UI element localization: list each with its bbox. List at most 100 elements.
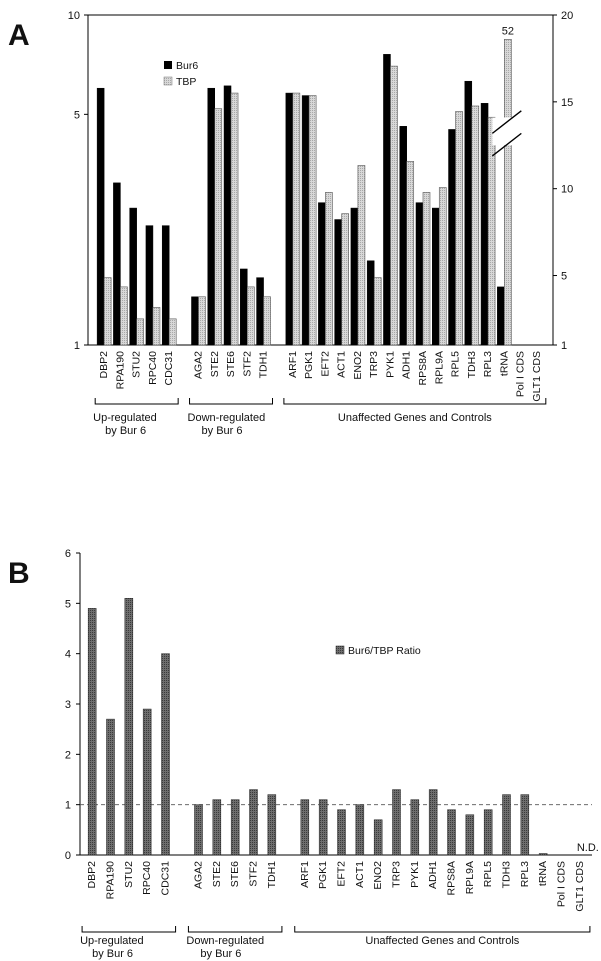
axis-break-mark xyxy=(491,110,522,134)
category-label: ENO2 xyxy=(372,861,384,890)
group-label-line1: Unaffected Genes and Controls xyxy=(338,412,492,424)
bar-bur6-RPL5 xyxy=(448,129,456,346)
group-bracket xyxy=(187,926,283,933)
bar-tbp-ARF1 xyxy=(292,92,301,346)
bar-ratio-DBP2 xyxy=(87,608,97,856)
y-tick-label-left: 1 xyxy=(74,340,80,352)
legend-label-ratio: Bur6/TBP Ratio xyxy=(348,645,421,657)
y-tick-label: 6 xyxy=(65,548,71,560)
bar-tbp-STU2 xyxy=(136,318,144,346)
bar-bur6-ACT1 xyxy=(334,219,342,346)
group-bracket xyxy=(189,398,274,405)
bar-tbp-TRP3 xyxy=(373,277,382,346)
category-label: GLT1 CDS xyxy=(574,861,586,912)
bar-ratio-TRP3 xyxy=(392,789,401,856)
bar-tbp-TDH1 xyxy=(263,296,271,346)
y-tick-label: 2 xyxy=(65,749,71,761)
bar-tbp-tRNA-broken xyxy=(504,39,512,346)
bar-bur6-tRNA xyxy=(497,286,505,346)
bar-bur6-AGA2 xyxy=(191,296,199,346)
bar-tbp-DBP2 xyxy=(103,277,112,346)
category-label: CDC31 xyxy=(160,861,172,896)
group-label-line1: Down-regulated xyxy=(188,412,266,424)
y-tick-label: 0 xyxy=(65,850,71,862)
y-tick-label-right: 1 xyxy=(561,340,567,352)
bar-bur6-RPS8A xyxy=(415,202,424,346)
y-tick-label: 1 xyxy=(65,800,71,812)
bar-tbp-CDC31 xyxy=(168,318,177,346)
y-tick-label: 5 xyxy=(65,598,71,610)
bar-ratio-TDH1 xyxy=(267,794,277,856)
category-label: ENO2 xyxy=(352,351,364,380)
category-label: TDH1 xyxy=(258,351,270,379)
bar-ratio-RPS8A xyxy=(447,809,456,856)
category-label: Pol I CDS xyxy=(515,351,527,397)
bar-tbp-TDH3 xyxy=(471,105,480,346)
group-bracket xyxy=(81,926,177,933)
group-label-line1: Down-regulated xyxy=(186,935,264,947)
y-tick-label: 4 xyxy=(65,649,71,661)
chart-b: 0 1 2 3 4 5 6 DBP2 RPA190 STU2 RPC40 CDC31 AGA2 STE2 S… xyxy=(65,548,599,960)
category-label: GLT1 CDS xyxy=(531,351,543,402)
category-label: PGK1 xyxy=(317,861,329,889)
bar-ratio-AGA2 xyxy=(194,804,203,856)
category-label: TRP3 xyxy=(391,861,403,888)
bar-ratio-ADH1 xyxy=(428,789,438,856)
bar-ratio-STU2 xyxy=(124,598,134,856)
bar-tbp-RPS8A xyxy=(422,192,431,346)
bar-ratio-RPA190 xyxy=(106,718,115,856)
bar-bur6-STE2 xyxy=(207,87,216,346)
category-label: TDH3 xyxy=(466,351,478,379)
legend-swatch-tbp xyxy=(163,76,173,86)
bar-ratio-ACT1 xyxy=(355,804,365,856)
category-label: DBP2 xyxy=(98,351,110,379)
category-label: ACT1 xyxy=(336,351,348,378)
bar-bur6-CDC31 xyxy=(161,225,170,346)
category-label: RPL3 xyxy=(482,351,494,377)
y-tick-label-right: 10 xyxy=(561,184,573,196)
bar-bur6-PGK1 xyxy=(301,95,310,346)
category-label: STF2 xyxy=(248,861,260,887)
category-label: Pol I CDS xyxy=(556,861,568,907)
category-label: ACT1 xyxy=(354,861,366,888)
group-label-line2: by Bur 6 xyxy=(105,425,146,437)
bar-ratio-PYK1 xyxy=(410,799,420,856)
category-label: RPL3 xyxy=(519,861,531,887)
category-label: STF2 xyxy=(241,351,253,377)
category-label: RPL5 xyxy=(482,861,494,887)
bar-ratio-RPL5 xyxy=(483,809,493,856)
category-label: ARF1 xyxy=(287,351,299,378)
y-tick-label-left: 5 xyxy=(74,109,80,121)
bar-tbp-PGK1 xyxy=(308,95,317,346)
legend-swatch-ratio xyxy=(335,645,345,655)
panel-b-letter: B xyxy=(8,557,30,590)
bar-bur6-STF2 xyxy=(240,268,248,346)
bar-ratio-STE2 xyxy=(212,799,222,856)
bar-ratio-RPL9A xyxy=(465,814,475,856)
bar-tbp-PYK1 xyxy=(390,65,398,346)
category-label: TDH3 xyxy=(501,861,513,889)
category-label: RPL9A xyxy=(464,861,476,894)
group-label-line2: by Bur 6 xyxy=(92,948,133,960)
bar-tbp-STE2 xyxy=(214,108,223,346)
bar-bur6-DBP2 xyxy=(96,87,105,346)
bar-ratio-ENO2 xyxy=(373,819,383,856)
category-label: RPL5 xyxy=(450,351,462,377)
y-tick-label: 3 xyxy=(65,699,71,711)
category-label: STE2 xyxy=(211,861,223,887)
category-label: ADH1 xyxy=(427,861,439,889)
bar-bur6-ARF1 xyxy=(285,92,294,346)
category-label: tRNA xyxy=(537,861,549,886)
bar-tbp-STF2 xyxy=(246,286,255,346)
group-label-line1: Unaffected Genes and Controls xyxy=(365,935,519,947)
bar-tbp-STE6 xyxy=(230,92,239,346)
group-label-line1: Up-regulated xyxy=(80,935,144,947)
broken-bar-value-label: 52 xyxy=(502,25,514,37)
bar-bur6-RPA190 xyxy=(113,182,121,346)
y-tick-label-right: 15 xyxy=(561,97,573,109)
bar-bur6-TDH3 xyxy=(464,80,473,346)
category-label: tRNA xyxy=(498,351,510,376)
bar-bur6-RPL9A xyxy=(432,207,440,346)
group-label-line2: by Bur 6 xyxy=(202,425,243,437)
